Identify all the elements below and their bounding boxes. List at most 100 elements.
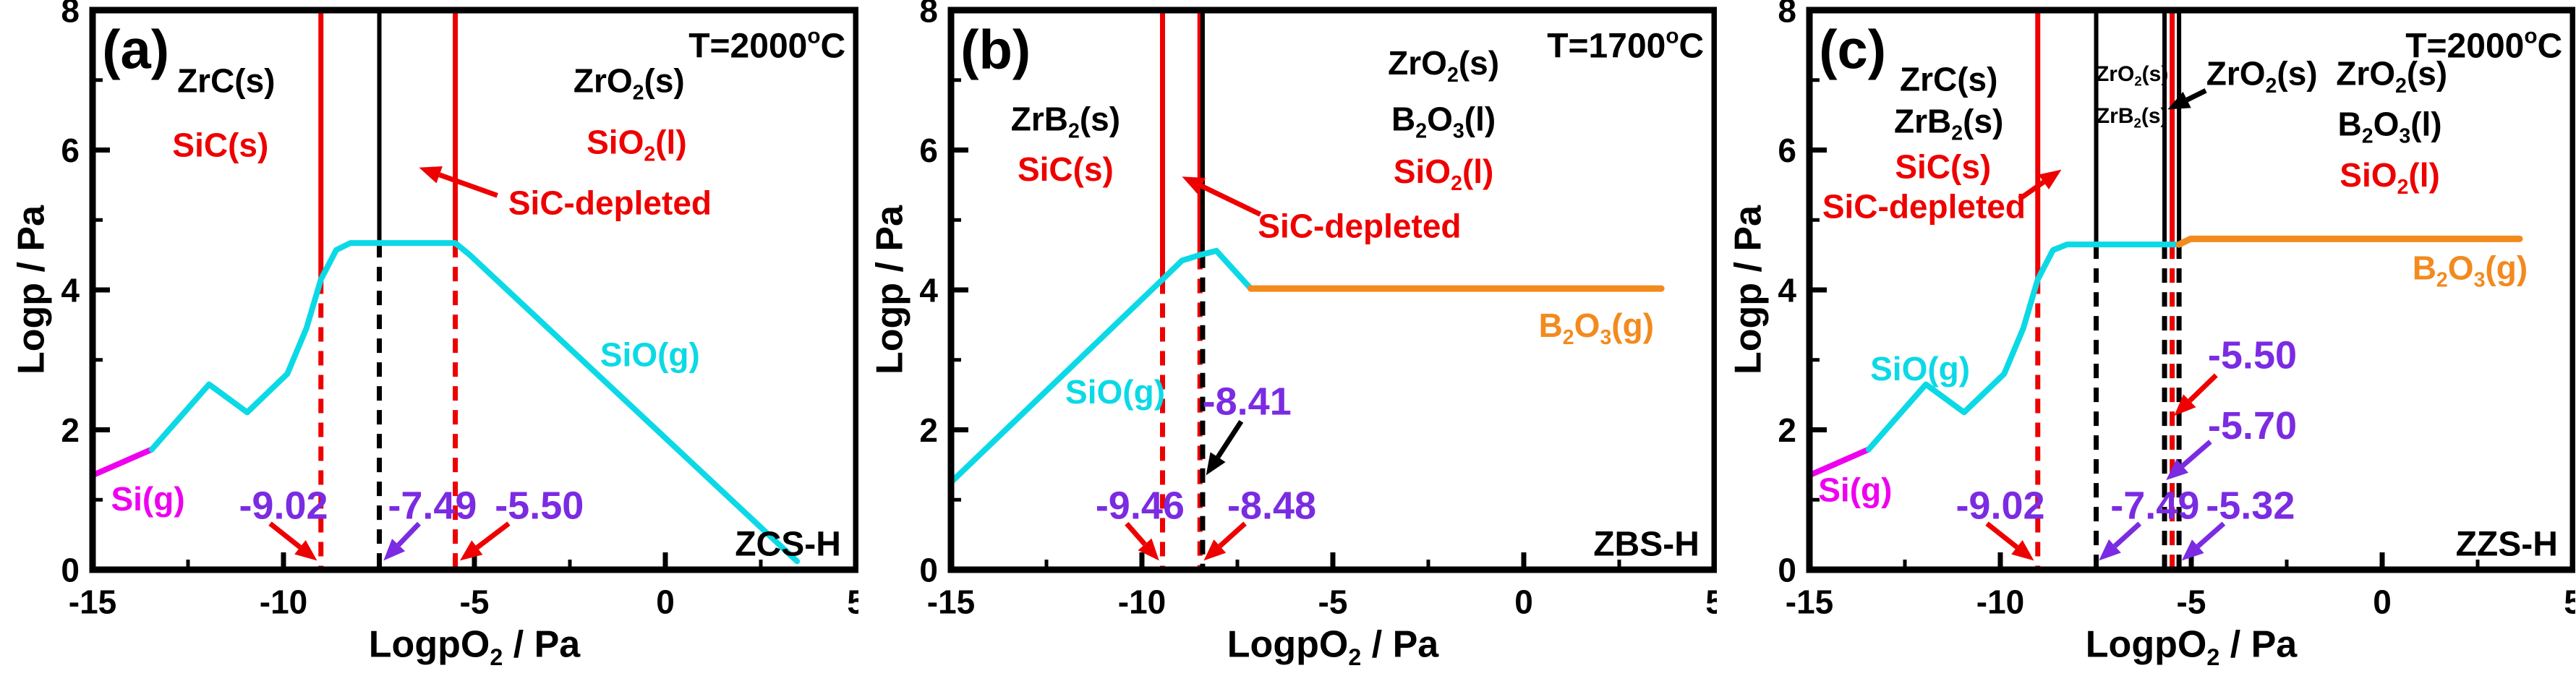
annotation-zcs-h-9: ZCS-H [735,526,841,564]
panel-a: -15 -10 -5 0 5 0 2 4 6 8 LogpO2 / Pa Logp / Pa (a) T=… [0,0,866,672]
annotations: (c) T=2000oCZrC(s)ZrB2(s)SiC(s)SiC-deplet… [1818,20,2562,564]
annotations: (a) T=2000oC ZrC(s) SiC(s) ZrO2(s) SiO2(l) SiC… [102,20,845,564]
arrow-for-5-32 [2181,521,2226,561]
curve-sio-g [1865,241,2183,453]
arrow-for-5-50 [2174,373,2218,416]
y-tick-label-4: 4 [1778,272,1796,309]
x-tick-label-15: -15 [927,583,975,621]
annotation-t-2000-oc-1: T=2000oC [688,24,845,65]
annotation-c-0: (c) [1819,20,1886,81]
x-axis-title: LogpO2 / Pa [2086,624,2298,670]
annotation-si-g-13: Si(g) [1818,471,1892,508]
panel-a-chart: -15 -10 -5 0 5 0 2 4 6 8 LogpO2 / Pa Logp / Pa (a) T=… [0,0,866,672]
annotation-5-32-18: -5.32 [2206,484,2295,527]
annotation-zro-2-s-9: ZrO2(s) [2336,55,2447,98]
x-axis-title: LogpO2 / Pa [369,624,581,670]
annotation-zbs-h-10: ZBS-H [1593,526,1699,564]
series-curves [90,240,801,565]
arrow-for-sic-depleted [419,166,498,198]
annotation-sio-g-7: SiO(g) [600,336,700,374]
annotation-b-2o-3-g-9: B2O3(g) [1539,307,1654,349]
annotations: (b) T=1700oC ZrB2(s) SiC(s) ZrO2(s) B2O3(l) Si… [960,20,1704,564]
x-tick-label-15: -15 [69,583,116,621]
arrow-for-8-41 [1206,419,1244,476]
y-tick-label-2: 2 [61,411,80,449]
y-tick-label-6: 6 [919,132,938,169]
x-tick-label-15: -15 [1786,583,1833,621]
annotation-sic-depleted-5: SiC-depleted [1822,187,2026,225]
panel-background [0,0,858,672]
x-tick-label-10: -10 [1118,583,1166,621]
y-tick-label-8: 8 [1778,0,1796,30]
arrow-for-5-70 [2166,440,2212,481]
arrow-for-zro-2-s [2167,88,2207,110]
annotation-7-49-17: -7.49 [2110,484,2199,527]
annotation-sic-s-3: SiC(s) [172,126,268,163]
annotation-zrc-s-2: ZrC(s) [177,61,275,99]
y-axis-title: Logp / Pa [869,205,911,375]
x-tick-label-5: -5 [2177,583,2206,621]
annotation-a-0: (a) [102,20,169,81]
x-tick-label-5: 5 [1705,583,1717,621]
annotation-b-2o-3-l-5: B2O3(l) [1391,100,1496,143]
annotation-sic-s-3: SiC(s) [1018,150,1114,188]
annotation-b-2o-3-g-14: B2O3(g) [2413,249,2528,292]
arrow-for-9-02 [1985,521,2034,561]
x-tick-label-10: -10 [260,583,307,621]
phase-boundaries [2035,10,2182,570]
annotation-7-49-11: -7.49 [388,484,477,527]
annotation-5-50-19: -5.50 [2208,333,2297,377]
annotation-t-2000-oc-1: T=2000oC [2405,24,2562,65]
series-curves [1807,235,2523,479]
y-tick-label-6: 6 [61,132,80,169]
axis-ticks [90,7,859,573]
panel-background [1717,0,2575,672]
x-axis-title: LogpO2 / Pa [1227,624,1439,670]
arrow-for-sic-depleted [1182,176,1262,217]
x-tick-label-5: 5 [2564,583,2575,621]
curve-b-2o-3-g [2175,235,2523,248]
panel-c: -15 -10 -5 0 5 0 2 4 6 8 LogpO2 / Pa Logp / Pa (c) T=… [1717,0,2576,672]
y-tick-label-8: 8 [919,0,938,30]
annotation-8-41-13: -8.41 [1203,380,1292,423]
y-tick-label-4: 4 [61,272,80,309]
x-tick-label-5: -5 [1318,583,1348,621]
x-tick-label-5: 5 [847,583,858,621]
annotation-5-70-20: -5.70 [2208,404,2297,448]
annotation-sic-depleted-6: SiC-depleted [508,184,712,222]
arrow-for-5-50 [459,521,511,561]
phase-boundaries [318,10,459,570]
phase-boundaries [1160,10,1206,570]
y-axis-title: Logp / Pa [11,205,53,375]
panel-background [858,0,1717,672]
y-tick-label-8: 8 [61,0,80,30]
x-tick-label-0: 0 [2373,583,2392,621]
curve-sio-g [148,240,801,565]
annotation-zzs-h-15: ZZS-H [2456,526,2558,564]
x-tick-label-5: -5 [460,583,490,621]
axis-ticks [948,7,1718,573]
annotation-sio-2-l-5: SiO2(l) [587,123,687,166]
annotation-8-48-12: -8.48 [1227,484,1316,527]
y-tick-label-0: 0 [919,552,938,589]
x-tick-label-10: -10 [1976,583,2024,621]
annotation-zro-2-s-8: ZrO2(s) [2206,55,2318,98]
annotation-b-2o-3-l-10: B2O3(l) [2337,105,2441,147]
x-tick-label-0: 0 [656,583,675,621]
annotation-zro-2-s-4: ZrO2(s) [1388,44,1499,87]
y-axis-title: Logp / Pa [1728,205,1770,375]
y-tick-label-2: 2 [919,411,938,449]
annotation-sio-2-l-6: SiO2(l) [1394,153,1494,195]
series-curves [948,247,1665,486]
panel-b-chart: -15 -10 -5 0 5 0 2 4 6 8 LogpO2 / Pa Logp / Pa (b) T=… [858,0,1724,672]
annotation-zro-2-s-6: ZrO2(s) [2096,62,2168,89]
annotation-zrb-2-s-3: ZrB2(s) [1894,102,2003,145]
arrow-for-sic-depleted [2018,169,2062,202]
annotation-zro-2-s-4: ZrO2(s) [573,61,685,104]
annotation-zrb-2-s-7: ZrB2(s) [2097,104,2168,131]
y-tick-label-0: 0 [1778,552,1796,589]
x-tick-label-0: 0 [1514,583,1533,621]
annotation-sic-depleted-7: SiC-depleted [1258,207,1461,245]
annotation-si-g-8: Si(g) [111,480,184,518]
